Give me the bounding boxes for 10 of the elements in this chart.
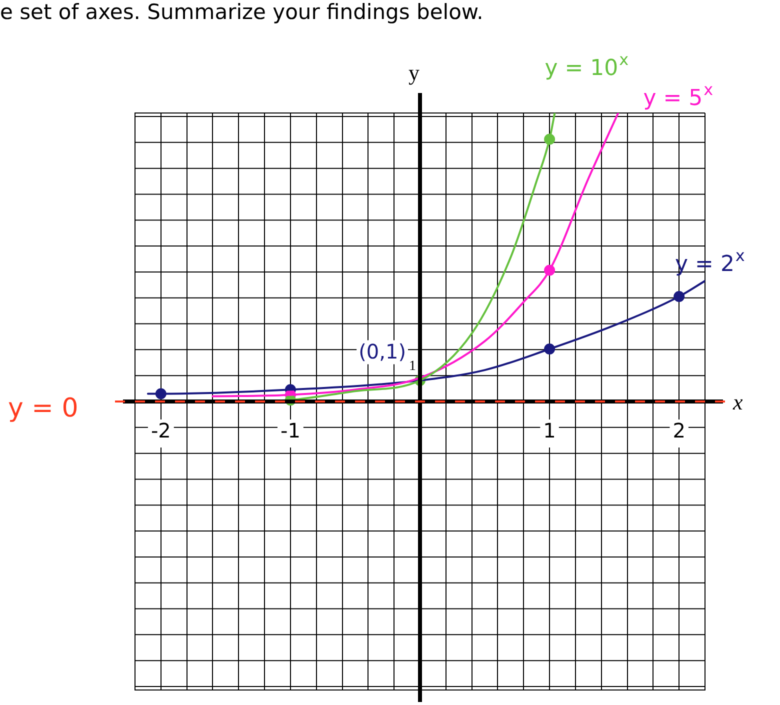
annotation: (0,1) — [358, 339, 406, 364]
x-tick-label: -1 — [280, 418, 300, 443]
annotation: 1 — [409, 358, 416, 374]
x-tick-label: 2 — [672, 418, 686, 443]
chart-title: e set of axes. Summarize your findings below. — [0, 0, 484, 24]
x-tick-label: -2 — [150, 418, 171, 443]
x-tick-label: 1 — [543, 418, 556, 443]
ref-line-label: y = 0 — [8, 393, 78, 424]
y-axis-title: y — [408, 60, 420, 85]
x-axis-title: x — [732, 389, 743, 414]
